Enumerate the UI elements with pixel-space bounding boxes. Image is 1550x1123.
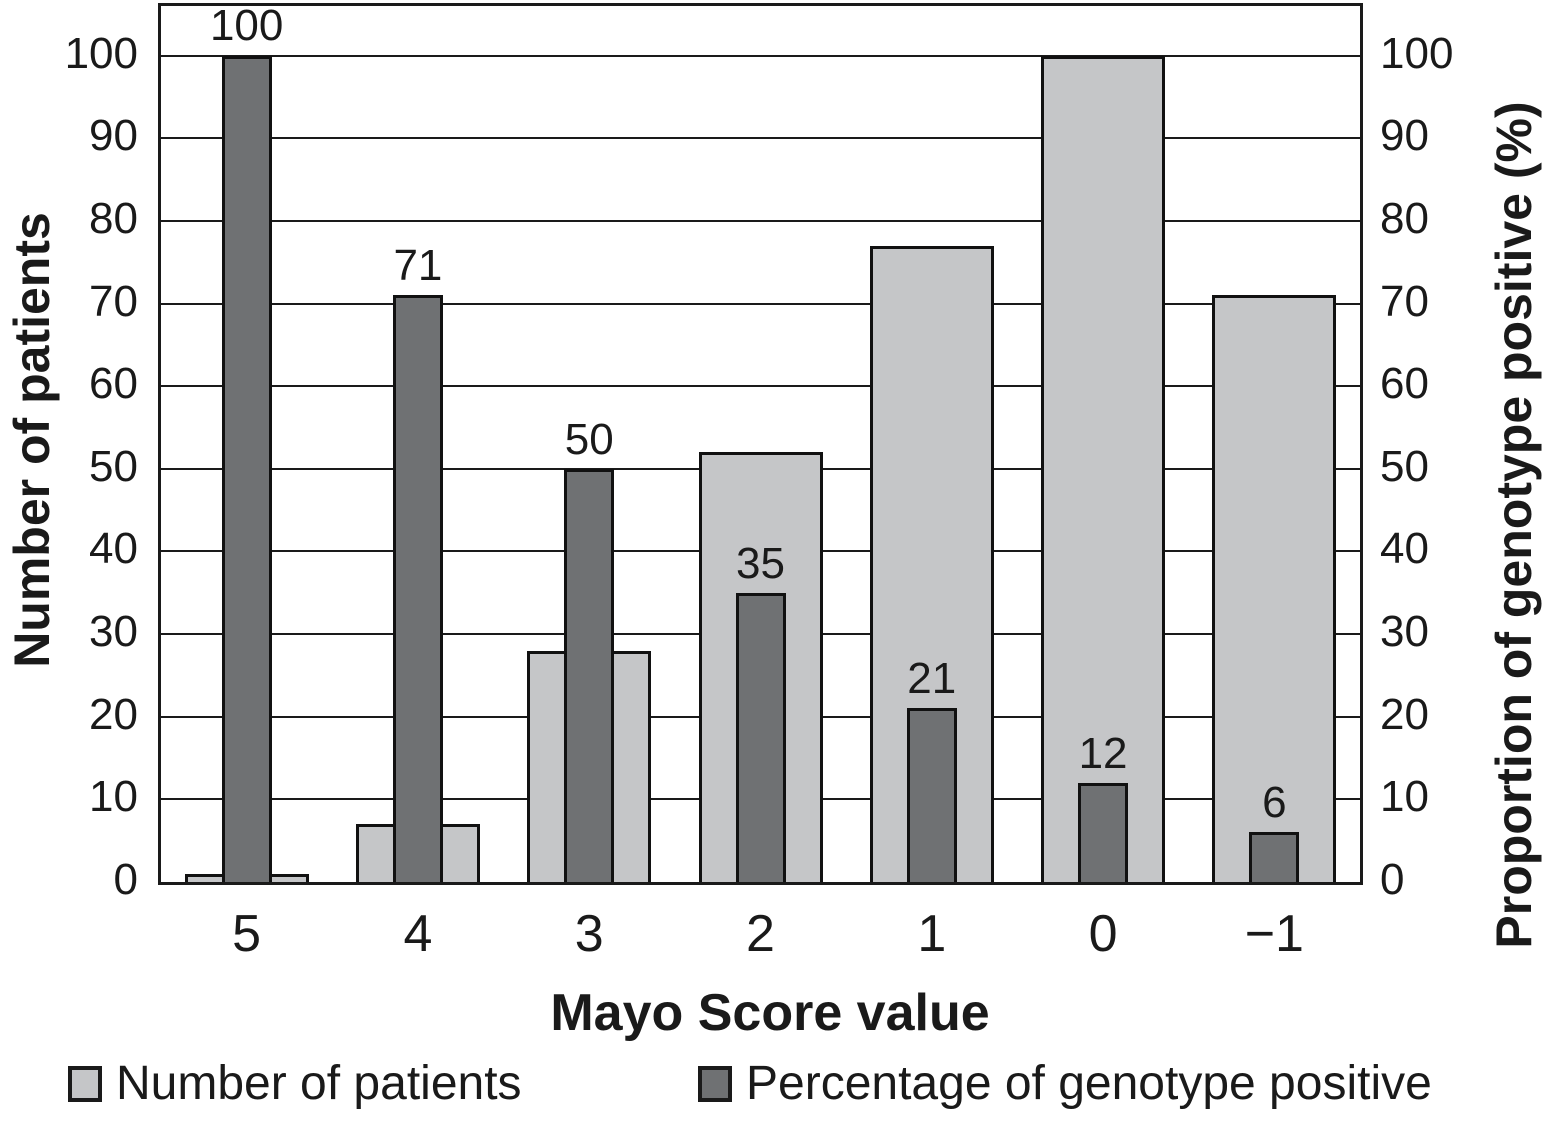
y-axis-right-ticks: 0 10 20 30 40 50 60 70 80 90 100 [1380,3,1548,901]
legend-item-patients: Number of patients [68,1060,522,1108]
bar-value-label-2: 35 [736,538,785,588]
x-tick-4: 4 [403,905,433,963]
gridline-80 [161,219,1360,222]
bar-genotype-5 [221,55,272,882]
y-tick-right-100: 100 [1380,28,1454,78]
bar-value-label-3: 50 [564,414,614,464]
y-tick-right-90: 90 [1380,111,1429,161]
y-tick-left-90: 90 [89,111,138,161]
bar-patients-−1 [1212,295,1337,882]
y-tick-right-10: 10 [1380,772,1429,822]
gridline-70 [161,302,1360,305]
bar-genotype-2 [735,592,786,882]
x-tick-3: 3 [574,905,604,963]
gridline-60 [161,385,1360,388]
x-axis-title: Mayo Score value [550,984,990,1042]
y-axis-left-ticks: 0 10 20 30 40 50 60 70 80 90 100 [0,3,148,901]
x-tick-5: 5 [232,905,262,963]
y-tick-left-0: 0 [113,855,138,904]
bar-genotype-−1 [1249,832,1300,882]
plot-inner: 100 71 50 35 21 12 6 [161,3,1360,882]
gridline-100 [161,54,1360,57]
bar-genotype-4 [392,295,443,882]
genotype-swatch-icon [698,1066,732,1102]
bar-value-label-4: 71 [393,241,443,291]
y-tick-right-40: 40 [1380,524,1429,574]
y-tick-left-40: 40 [89,524,138,574]
y-tick-right-50: 50 [1380,441,1429,491]
y-tick-left-80: 80 [89,193,138,243]
y-tick-right-80: 80 [1380,193,1429,243]
y-tick-left-50: 50 [89,441,138,491]
legend-label-patients: Number of patients [116,1057,522,1110]
y-tick-right-0: 0 [1380,855,1405,904]
x-tick-0: 0 [1088,905,1118,963]
bar-value-label-−1: 6 [1262,778,1287,828]
patients-swatch-icon [68,1066,102,1102]
x-tick-1: 1 [917,905,947,963]
plot-area: 100 71 50 35 21 12 6 [158,3,1363,885]
bar-value-label-1: 21 [907,654,957,704]
bar-genotype-1 [906,708,957,882]
legend-label-genotype: Percentage of genotype positive [746,1057,1432,1110]
y-tick-right-70: 70 [1380,276,1429,326]
y-tick-left-100: 100 [64,28,138,78]
gridline-90 [161,137,1360,140]
legend-item-genotype: Percentage of genotype positive [698,1060,1432,1108]
y-tick-right-60: 60 [1380,359,1429,409]
bar-value-label-0: 12 [1078,728,1128,778]
y-tick-left-10: 10 [89,772,138,822]
y-tick-left-60: 60 [89,359,138,409]
bar-genotype-3 [564,468,615,882]
x-tick-−1: −1 [1244,905,1304,963]
y-tick-left-70: 70 [89,276,138,326]
bar-patients-0 [1041,55,1166,882]
y-tick-right-30: 30 [1380,607,1429,657]
bar-value-label-5: 100 [209,1,284,51]
y-tick-right-20: 20 [1380,689,1429,739]
y-tick-left-30: 30 [89,607,138,657]
bar-genotype-0 [1078,782,1129,882]
y-tick-left-20: 20 [89,689,138,739]
x-tick-2: 2 [746,905,775,963]
